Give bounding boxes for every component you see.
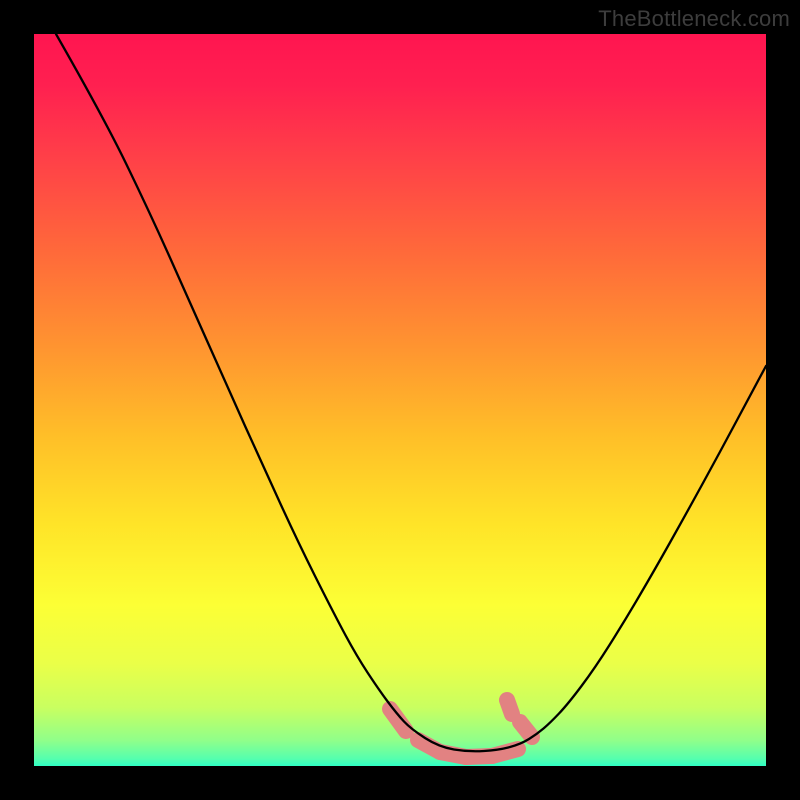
plot-area <box>34 34 766 766</box>
chart-stage: TheBottleneck.com <box>0 0 800 800</box>
gradient-background <box>34 34 766 766</box>
watermark-label: TheBottleneck.com <box>598 6 790 32</box>
plot-svg <box>34 34 766 766</box>
